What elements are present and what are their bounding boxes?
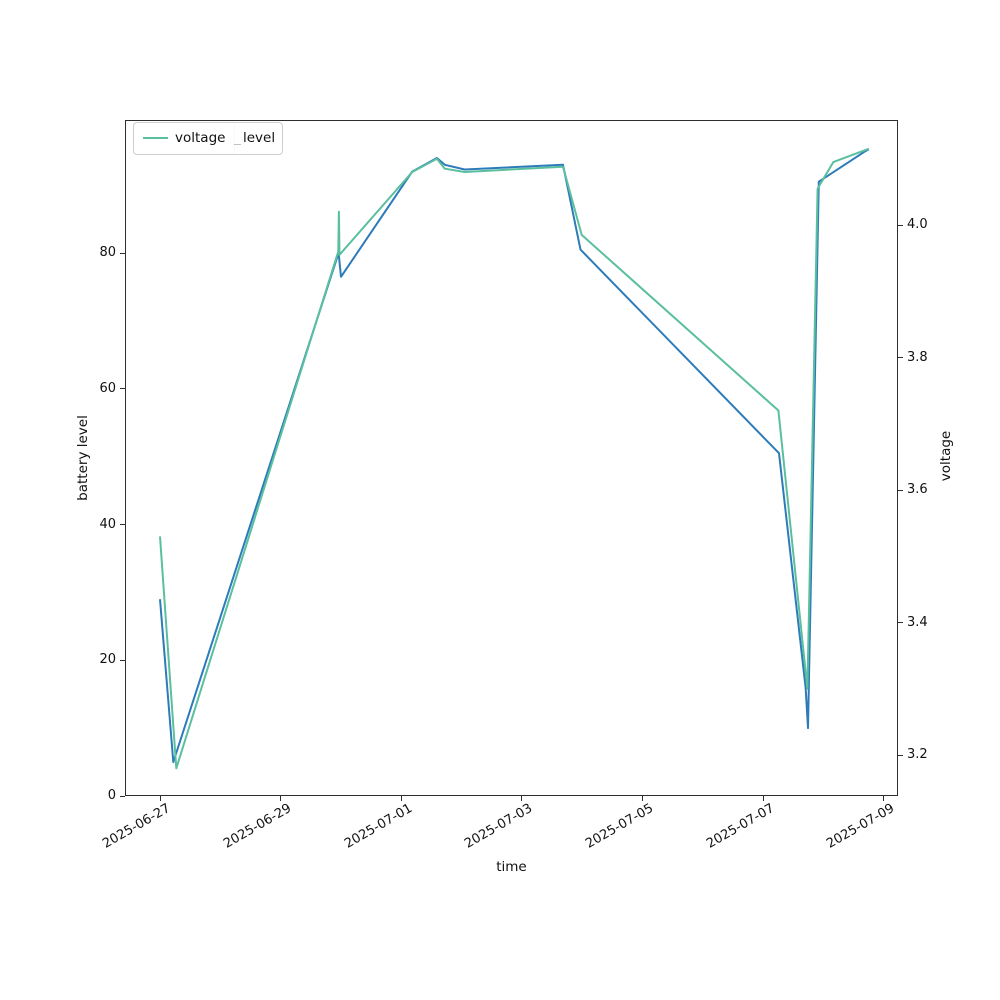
plot-area (125, 120, 898, 796)
y-right-tick-mark (898, 754, 903, 756)
legend-label-secondary: level (243, 130, 276, 146)
y-left-tick-mark (120, 795, 125, 797)
y-left-tick-mark (120, 659, 125, 661)
x-tick-mark (642, 796, 644, 801)
y-right-tick-label: 3.2 (907, 747, 928, 762)
y-left-tick-label: 60 (99, 380, 116, 396)
y-right-tick-label: 3.8 (907, 349, 928, 365)
x-tick-mark (883, 796, 885, 801)
x-tick-mark (762, 796, 764, 801)
y-left-tick-label: 20 (99, 652, 116, 668)
battery-level-line (159, 148, 870, 764)
y-right-tick-label: 4.0 (907, 217, 928, 232)
y-left-tick-label: 40 (99, 516, 116, 532)
y-right-tick-label: 3.6 (907, 482, 928, 497)
y-right-tick-mark (898, 357, 903, 358)
x-tick-mark (159, 796, 161, 801)
y-axis-label-left: battery level (75, 415, 91, 501)
y-right-tick-label: 3.4 (907, 614, 928, 630)
y-left-tick-label: 80 (99, 245, 116, 260)
x-tick-mark (400, 796, 402, 801)
y-left-tick-mark (120, 252, 125, 254)
x-tick-mark (280, 796, 282, 801)
legend-label: voltage (175, 130, 226, 146)
voltage-level-line (159, 147, 870, 770)
y-left-tick-mark (120, 388, 125, 390)
legend-label-separator: _ (234, 130, 241, 146)
y-left-tick-label: 0 (107, 788, 116, 803)
x-tick-mark (521, 796, 523, 801)
y-axis-label-right: voltage (938, 430, 954, 482)
y-right-tick-mark (898, 489, 903, 491)
y-right-tick-mark (898, 224, 903, 226)
legend-line-sample (143, 137, 168, 139)
y-left-tick-mark (120, 524, 125, 525)
y-right-tick-mark (898, 622, 903, 623)
x-axis-label: time (496, 859, 527, 875)
